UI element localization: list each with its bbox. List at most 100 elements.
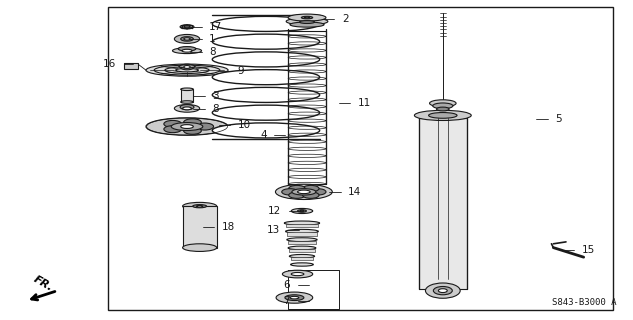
Bar	[287, 232, 317, 236]
Bar	[182, 206, 216, 248]
Ellipse shape	[196, 123, 213, 130]
Ellipse shape	[146, 64, 228, 76]
Ellipse shape	[290, 22, 324, 27]
Ellipse shape	[289, 192, 305, 198]
Text: 5: 5	[555, 114, 562, 124]
Ellipse shape	[212, 34, 320, 49]
Text: 11: 11	[358, 98, 371, 108]
Ellipse shape	[212, 105, 320, 120]
Ellipse shape	[182, 202, 216, 210]
Ellipse shape	[164, 120, 182, 127]
Ellipse shape	[430, 100, 456, 107]
Ellipse shape	[298, 190, 310, 194]
Ellipse shape	[182, 49, 192, 52]
Text: 1: 1	[209, 34, 216, 44]
Text: 14: 14	[348, 187, 361, 197]
Bar	[108, 7, 613, 310]
Ellipse shape	[291, 263, 313, 266]
Ellipse shape	[173, 48, 201, 53]
Ellipse shape	[303, 192, 319, 198]
Text: 9: 9	[237, 67, 244, 76]
Bar	[285, 224, 318, 227]
Ellipse shape	[301, 16, 313, 19]
Ellipse shape	[180, 88, 193, 91]
Ellipse shape	[303, 185, 319, 192]
Ellipse shape	[212, 123, 320, 138]
Text: S843-B3000 A: S843-B3000 A	[552, 298, 617, 307]
Ellipse shape	[184, 66, 190, 68]
Text: 2: 2	[342, 14, 348, 24]
Ellipse shape	[284, 221, 320, 225]
Ellipse shape	[287, 238, 317, 242]
Ellipse shape	[184, 119, 201, 126]
Ellipse shape	[429, 113, 457, 118]
Ellipse shape	[299, 20, 315, 23]
Bar	[289, 249, 315, 252]
Ellipse shape	[425, 283, 460, 298]
Text: 7: 7	[284, 296, 290, 306]
Text: 8: 8	[209, 47, 216, 57]
Ellipse shape	[292, 189, 316, 195]
Ellipse shape	[291, 208, 313, 213]
Ellipse shape	[172, 123, 203, 131]
Ellipse shape	[437, 107, 449, 111]
Ellipse shape	[212, 16, 320, 31]
Text: 10: 10	[237, 120, 251, 130]
Ellipse shape	[180, 101, 193, 103]
Ellipse shape	[290, 296, 299, 299]
Ellipse shape	[289, 185, 305, 192]
Ellipse shape	[286, 18, 328, 25]
Ellipse shape	[433, 103, 453, 109]
Ellipse shape	[288, 246, 316, 250]
Ellipse shape	[178, 47, 196, 51]
Bar	[288, 241, 316, 244]
Ellipse shape	[179, 65, 195, 68]
Ellipse shape	[180, 37, 193, 41]
Ellipse shape	[212, 70, 320, 85]
Bar	[419, 118, 467, 289]
Ellipse shape	[174, 105, 199, 112]
Text: 17: 17	[209, 21, 222, 31]
Text: 8: 8	[212, 104, 219, 114]
Ellipse shape	[304, 17, 310, 18]
Ellipse shape	[285, 295, 304, 300]
Text: 12: 12	[268, 206, 281, 216]
Text: 4: 4	[260, 130, 266, 140]
Ellipse shape	[276, 292, 313, 303]
Ellipse shape	[275, 184, 332, 199]
Ellipse shape	[182, 107, 191, 110]
Bar	[288, 31, 326, 184]
Ellipse shape	[182, 244, 216, 252]
Ellipse shape	[291, 272, 304, 276]
Text: 18: 18	[222, 222, 235, 232]
Bar	[291, 257, 313, 260]
Bar	[180, 89, 193, 102]
Text: 3: 3	[212, 91, 219, 101]
Ellipse shape	[298, 210, 306, 212]
Ellipse shape	[434, 286, 453, 295]
Ellipse shape	[164, 126, 182, 133]
Ellipse shape	[196, 205, 203, 207]
Ellipse shape	[300, 210, 304, 212]
Ellipse shape	[192, 204, 206, 208]
Ellipse shape	[282, 189, 298, 195]
Ellipse shape	[184, 38, 190, 40]
Ellipse shape	[288, 14, 326, 21]
Ellipse shape	[180, 64, 194, 70]
Ellipse shape	[415, 110, 471, 121]
Ellipse shape	[184, 127, 201, 134]
Text: 16: 16	[103, 60, 116, 69]
Text: 15: 15	[582, 245, 595, 255]
Text: 6: 6	[284, 280, 290, 290]
Ellipse shape	[180, 25, 194, 29]
Ellipse shape	[180, 124, 193, 128]
Ellipse shape	[212, 52, 320, 67]
Ellipse shape	[184, 26, 190, 28]
Ellipse shape	[439, 289, 448, 292]
Ellipse shape	[212, 87, 320, 102]
Ellipse shape	[285, 229, 318, 233]
Ellipse shape	[282, 270, 313, 278]
Ellipse shape	[146, 118, 228, 135]
Text: 13: 13	[266, 225, 280, 235]
Ellipse shape	[289, 254, 315, 258]
